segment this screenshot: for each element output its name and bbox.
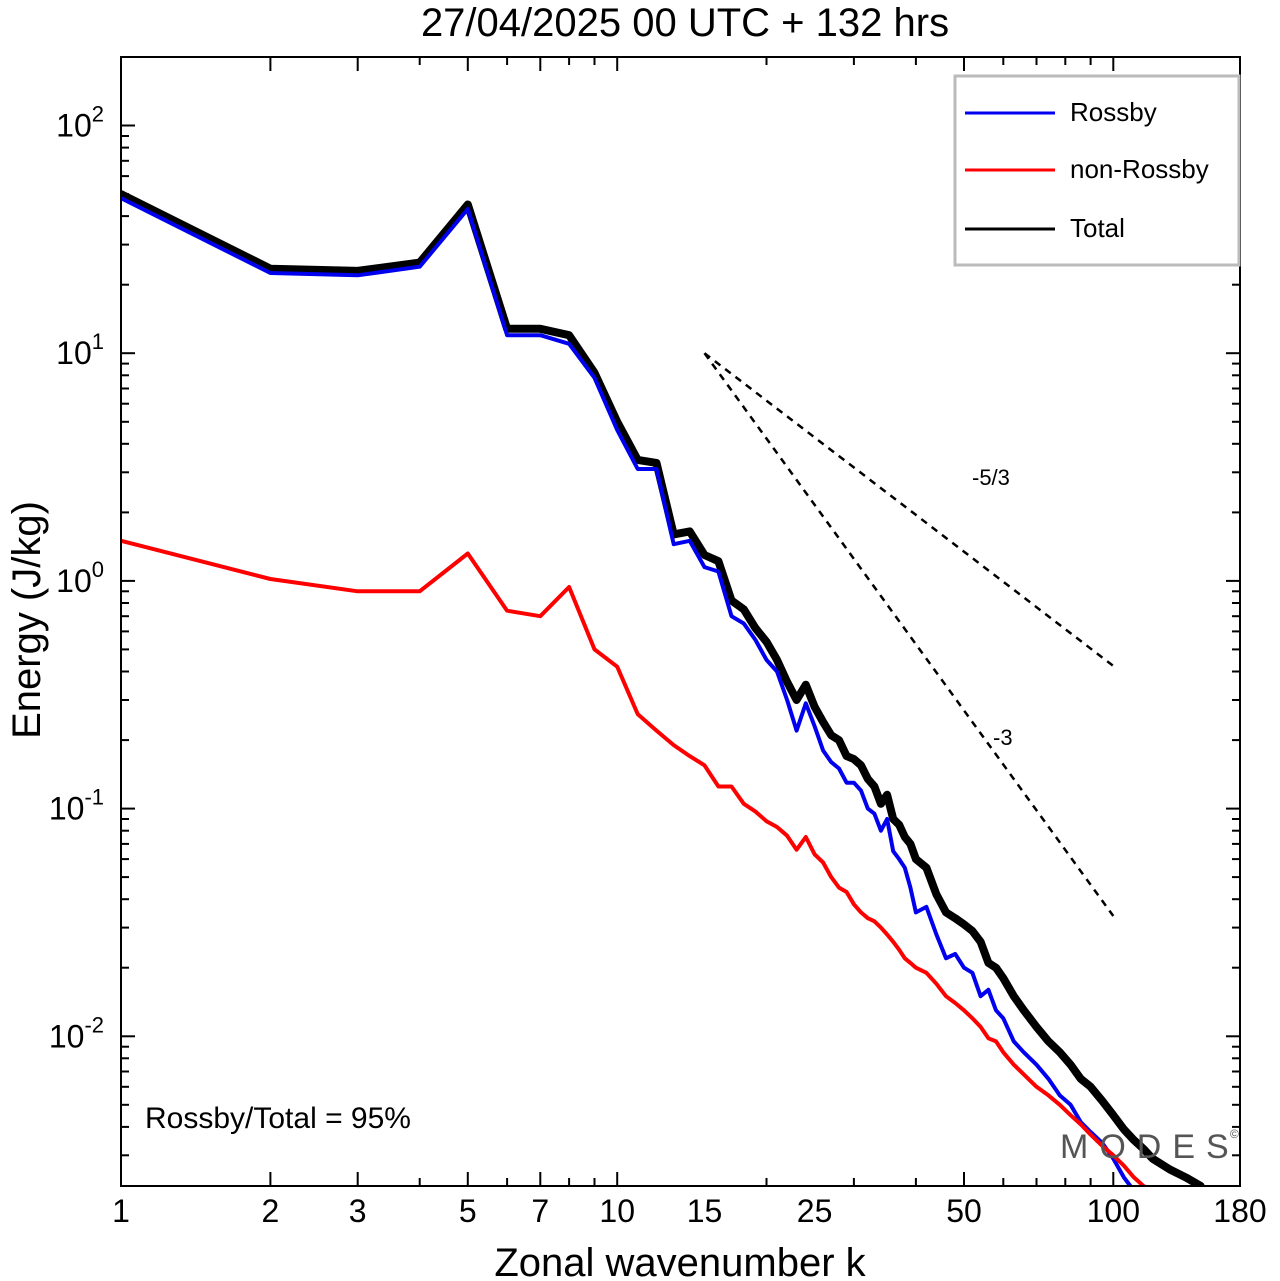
x-tick-label: 3	[349, 1193, 367, 1229]
x-tick-label: 1	[112, 1193, 130, 1229]
reference-line-minus-5-3	[703, 352, 1115, 667]
series-line-rossby	[121, 196, 1133, 1186]
x-tick-label: 100	[1087, 1193, 1140, 1229]
copyright-mark: ©	[1230, 1127, 1239, 1141]
chart-title: 27/04/2025 00 UTC + 132 hrs	[421, 1, 949, 45]
x-axis-label: Zonal wavenumber k	[494, 1241, 866, 1281]
y-tick-label-exponent: 1	[92, 329, 104, 354]
y-tick-label-exponent: 2	[92, 102, 104, 127]
y-axis-label: Energy (J/kg)	[5, 501, 49, 739]
x-tick-label: 180	[1213, 1193, 1266, 1229]
legend-label-rossby: Rossby	[1070, 97, 1157, 127]
x-tick-label: 5	[459, 1193, 477, 1229]
y-tick-label: 100	[56, 557, 104, 599]
y-tick-label-base: 10	[56, 108, 92, 144]
y-tick-label-base: 10	[49, 791, 85, 827]
y-tick-label-base: 10	[56, 563, 92, 599]
plot-frame	[120, 56, 1241, 1187]
x-tick-label: 15	[687, 1193, 723, 1229]
legend-label-total: Total	[1070, 213, 1125, 243]
modes-watermark: MODES	[1060, 1128, 1240, 1166]
y-tick-label: 10-1	[49, 785, 104, 827]
reference-label-minus-5-3: -5/3	[972, 465, 1010, 490]
legend-label-non-rossby: non-Rossby	[1070, 154, 1209, 184]
series-line-non-rossby	[121, 538, 1148, 1186]
x-tick-label: 25	[797, 1193, 833, 1229]
reference-label-minus-3: -3	[993, 725, 1013, 750]
y-tick-label: 10-2	[49, 1012, 104, 1054]
x-tick-label: 7	[531, 1193, 549, 1229]
legend: Rossby non-Rossby Total	[953, 74, 1241, 267]
y-tick-label-base: 10	[49, 1018, 85, 1054]
rossby-ratio-annotation: Rossby/Total = 95%	[145, 1102, 411, 1135]
x-tick-label: 50	[946, 1193, 982, 1229]
y-tick-label-exponent: -2	[84, 1012, 104, 1037]
plot-content: -5/3 -3	[121, 190, 1205, 1186]
y-tick-label-exponent: -1	[84, 785, 104, 810]
y-tick-label-base: 10	[56, 335, 92, 371]
y-tick-label: 101	[56, 329, 104, 371]
x-tick-label: 10	[599, 1193, 635, 1229]
y-tick-label-exponent: 0	[92, 557, 104, 582]
series-line-total	[121, 190, 1205, 1186]
y-tick-label: 102	[56, 102, 104, 144]
x-tick-label: 2	[262, 1193, 280, 1229]
